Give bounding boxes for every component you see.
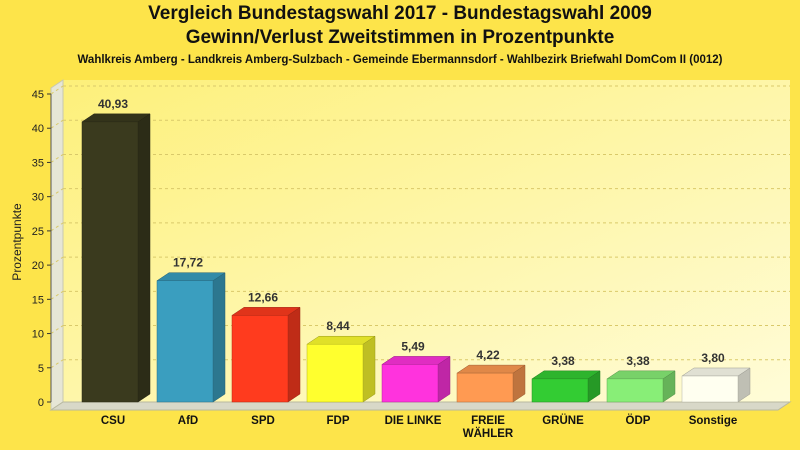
bar-afd: [156, 272, 226, 403]
value-label: 5,49: [401, 339, 425, 353]
value-labels: 40,93 17,72 12,66 8,44 5,49 4,22 3,38 3,38 3,80: [98, 97, 725, 368]
y-tick-label: 25: [32, 226, 44, 238]
y-tick-label: 30: [32, 192, 44, 204]
grid-line-side: [50, 290, 64, 300]
y-tick-label: 10: [32, 329, 44, 341]
grid-line-side: [50, 85, 64, 95]
category-label: GRÜNE: [542, 414, 584, 427]
category-label: SPD: [251, 415, 275, 427]
category-label: Sonstige: [689, 415, 738, 427]
y-axis: 0 5 10 15 20 25 30 35 40 45: [32, 89, 52, 409]
grid-line-side: [50, 325, 64, 334]
chart-district-caption: Wahlkreis Amberg - Landkreis Amberg-Sulz…: [77, 54, 723, 66]
category-label: FREIE: [471, 415, 505, 427]
value-label: 3,38: [551, 354, 575, 368]
value-label: 3,80: [701, 351, 725, 365]
bar-spd: [231, 306, 301, 403]
grid-line-side: [50, 188, 64, 198]
value-label: 4,22: [476, 348, 500, 362]
value-label: 12,66: [248, 290, 278, 304]
value-label: 3,38: [626, 354, 650, 368]
plot-floor: [49, 401, 792, 411]
y-tick-label: 5: [38, 363, 44, 375]
chart-subtitle: Gewinn/Verlust Zweitstimmen in Prozentpu…: [185, 27, 615, 48]
grid-line-side: [50, 154, 64, 163]
bar-ödp: [606, 370, 676, 403]
chart-title: Vergleich Bundestagswahl 2017 - Bundesta…: [148, 3, 652, 24]
bar-grüne: [531, 370, 601, 403]
y-tick-label: 15: [32, 294, 44, 306]
y-tick-label: 45: [32, 89, 44, 101]
bar-die-linke: [381, 355, 451, 403]
bars: [81, 113, 751, 403]
category-label: CSU: [101, 415, 125, 427]
bar-csu: [81, 113, 151, 403]
category-label: AfD: [178, 415, 198, 427]
category-label: WÄHLER: [463, 427, 514, 440]
y-tick-label: 35: [32, 157, 44, 169]
bar-freie-wähler: [456, 364, 526, 403]
category-label: FDP: [327, 415, 350, 427]
value-label: 40,93: [98, 97, 128, 111]
y-tick-label: 40: [32, 123, 44, 135]
grid-line-side: [50, 256, 64, 266]
category-label: DIE LINKE: [385, 415, 442, 427]
grid-line-side: [50, 119, 64, 129]
y-tick-label: 20: [32, 260, 44, 272]
value-label: 17,72: [173, 256, 203, 270]
grid-line-side: [50, 222, 64, 232]
bar-fdp: [306, 335, 376, 403]
y-tick-label: 0: [38, 397, 44, 409]
grid-line-side: [50, 359, 64, 369]
bar-sonstige: [681, 367, 751, 403]
value-label: 8,44: [326, 319, 350, 333]
y-axis-label: Prozentpunkte: [10, 203, 24, 281]
category-label: ÖDP: [626, 414, 651, 427]
